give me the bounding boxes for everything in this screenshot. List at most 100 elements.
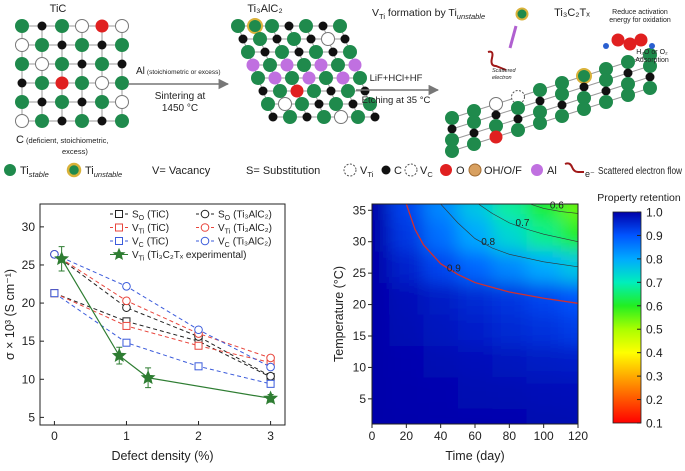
atom [261,97,275,111]
legend-entry: VC (TiC) [110,237,169,250]
atom [115,19,129,33]
max-title: Ti₃AlC₂ [247,3,282,15]
heatmap-cell [560,408,578,424]
x-tick-label: 1 [123,429,130,443]
y-tick-label: 5 [359,392,366,406]
atom [576,68,592,84]
contour-line [478,204,578,243]
y-tick-label: 15 [22,334,36,348]
schematic [15,18,657,158]
legend-text: VTi (Ti₃AlC₂) [218,223,272,236]
atom [623,37,637,51]
x-tick-label: 0 [51,429,58,443]
arrow1-top: Al (stoichiometric or excess) [136,66,221,77]
legend-text: VTi (TiC) [132,223,169,236]
ti-unstable-icon [515,7,529,21]
atom [511,90,525,104]
legend-icon [343,163,357,177]
legend-text: VC (TiC) [132,237,169,250]
heatmap-cell [423,251,459,284]
heatmap-cell [372,204,390,221]
legend-name: (Ti₃C₂Tₓ experimental) [147,250,246,261]
legend-entry: VTi (Ti₃C₂Tₓ experimental) [110,247,246,263]
atom [467,115,481,129]
c-note-line: (deficient, stoichiometric, [26,136,109,145]
heatmap-cell [560,376,578,409]
colorbar-tick-label: 0.8 [646,252,663,266]
legend-text: Tistable [20,165,49,179]
atom [621,77,635,91]
marker [111,347,127,362]
atom [621,55,635,69]
legend-text: SO (TiC) [132,210,169,223]
heatmap-cell [372,251,390,284]
legend-text: O [456,165,465,177]
legend-label-sub: O [139,215,145,222]
adsorption-note: H₂O or O₂ [636,49,668,56]
atom [273,84,287,98]
series-line [54,292,271,378]
y-tick-label: 25 [22,258,36,272]
atom [334,110,348,124]
x-tick-label: 80 [503,429,517,443]
atom [555,87,569,101]
atom [231,19,245,33]
atom [35,114,49,128]
contour-chart: 0.9 0.8 0.7 0.6 5 10 15 20 25 30 35 0 20 40 60 80 100 120… [332,192,681,463]
atom [297,58,311,72]
atom [343,45,357,59]
atom [97,40,107,50]
legend-text: C [394,165,402,177]
marker [194,325,203,335]
atom [319,71,333,85]
contour-label: 0.8 [481,237,495,248]
colorbar-tick-label: 0.3 [646,370,663,384]
c: C [16,134,24,146]
atom [295,97,309,111]
atom [557,100,567,110]
atom [341,84,355,98]
arrow2-top: LiF+HCl+HF [370,73,423,84]
atom [353,71,367,85]
atom [37,97,47,107]
legend-label: V [132,223,139,234]
legend-text: S= Substitution [246,165,320,177]
atom [336,71,350,85]
heatmap-cell [492,251,527,284]
atom [634,33,648,47]
atom [533,83,547,97]
x-tick-label: 0 [369,429,376,443]
atom [445,144,459,158]
atom [95,57,109,71]
atom [348,99,358,109]
legend-entry: SO (TiC) [110,210,169,223]
atom [15,114,29,128]
marker [140,369,156,385]
heatmap-cell [423,345,459,378]
x-tick-label: 60 [468,429,482,443]
atom [294,47,304,57]
marker [266,362,275,372]
atom [599,73,613,87]
contour-label: 0.7 [516,218,530,229]
label: V [420,165,428,177]
atom [577,91,591,105]
atom [35,76,49,90]
atom [15,57,29,71]
oxidation-note: energy for oxidation [609,17,671,24]
legend-text: VC [420,165,433,179]
legend-label-sub: Ti [139,229,145,236]
atom [360,86,370,96]
heatmap-cell [457,251,493,284]
heatmap-cell [423,376,459,409]
marker [122,296,131,306]
atom [649,43,655,49]
legend-entry: VTi (TiC) [110,223,169,236]
atom [57,116,67,126]
atom [326,86,336,96]
atom [241,45,255,59]
atom [318,21,328,31]
heatmap-cell [457,219,493,252]
y-tick-label: 15 [353,329,367,343]
x-tick-label: 100 [534,429,554,443]
